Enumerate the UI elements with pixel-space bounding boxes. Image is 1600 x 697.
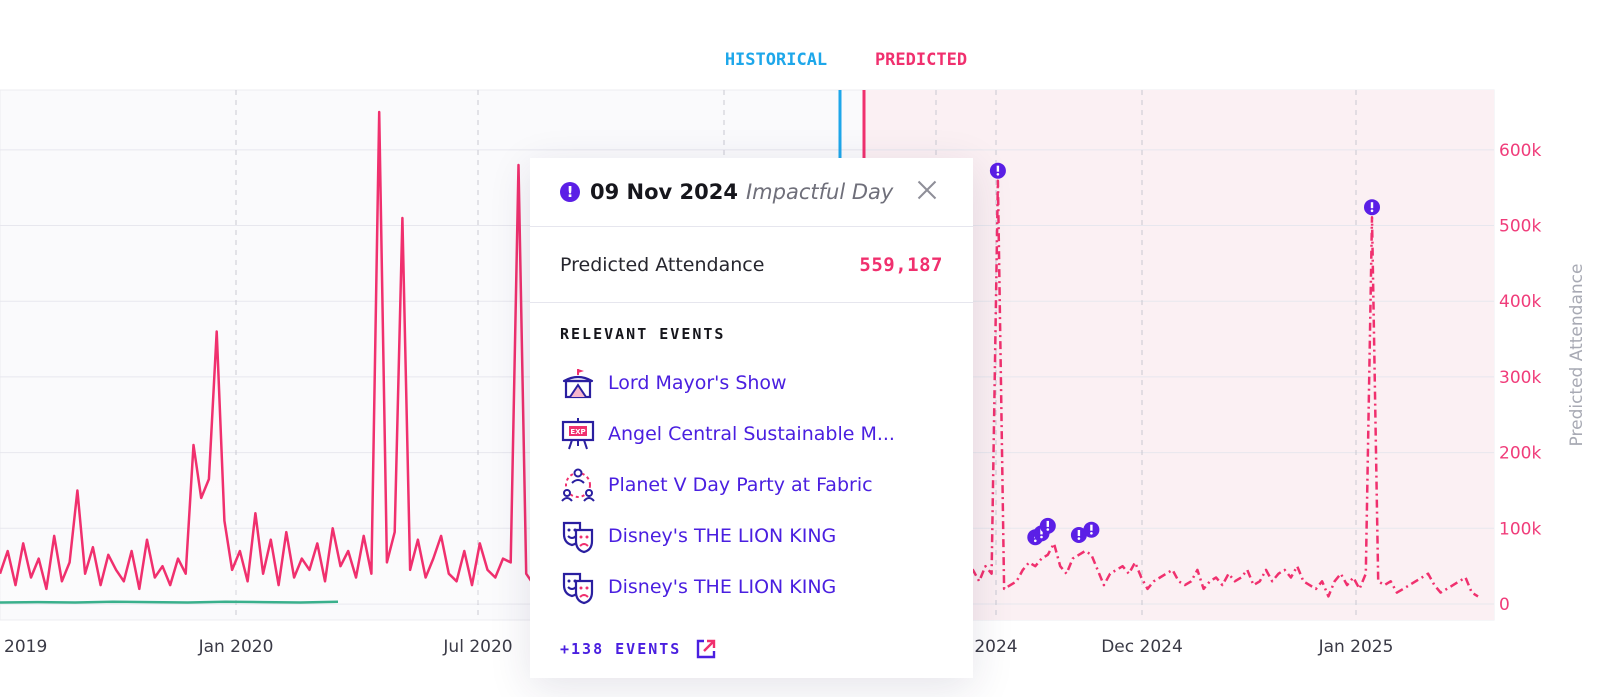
y-tick-label: 600k: [1499, 141, 1541, 161]
event-marker-bang: [1040, 528, 1043, 535]
parade-tent-icon: [562, 368, 594, 398]
y-tick-label: 400k: [1499, 292, 1541, 312]
events-heading: RELEVANT EVENTS: [560, 325, 726, 343]
event-marker-bang-dot: [1046, 528, 1050, 531]
tooltip-metric: Predicted Attendance 559,187: [530, 227, 973, 303]
event-marker[interactable]: [1070, 527, 1087, 543]
theatre-masks-icon: [562, 521, 594, 553]
legend-predicted: PREDICTED: [875, 50, 967, 70]
exhibition-board-icon: EXP: [561, 417, 595, 449]
event-name[interactable]: Lord Mayor's Show: [608, 371, 787, 394]
relevant-events-section: RELEVANT EVENTS Lord Mayor's Show EXP An…: [530, 303, 973, 660]
y-tick-label: 300k: [1499, 368, 1541, 388]
svg-text:EXP: EXP: [570, 428, 585, 436]
alert-icon: !: [560, 182, 580, 202]
event-marker-bang-dot: [996, 173, 1000, 176]
event-marker[interactable]: [1039, 517, 1056, 534]
x-tick-label: 2019: [4, 637, 47, 657]
event-marker-bang-dot: [1040, 535, 1043, 539]
legend-historical: HISTORICAL: [725, 50, 827, 70]
y-tick-label: 100k: [1499, 519, 1541, 539]
event-name[interactable]: Angel Central Sustainable M...: [608, 422, 895, 445]
event-marker-bang: [1077, 530, 1081, 536]
event-marker-bang: [1090, 524, 1093, 531]
event-marker-bang-dot: [1090, 532, 1093, 535]
event-item[interactable]: Planet V Day Party at Fabric: [560, 459, 943, 510]
metric-label: Predicted Attendance: [560, 253, 765, 276]
series-baseline: [0, 600, 339, 604]
more-events-link[interactable]: +138 EVENTS: [560, 638, 943, 660]
series-predicted: [946, 179, 1479, 598]
event-marker-bang: [996, 165, 1000, 172]
event-name[interactable]: Planet V Day Party at Fabric: [608, 473, 873, 496]
event-name[interactable]: Disney's THE LION KING: [608, 524, 837, 547]
event-marker-bang-dot: [1370, 209, 1374, 213]
x-tick-label: Dec 2024: [1101, 637, 1183, 657]
external-link-icon[interactable]: [695, 638, 717, 660]
event-item[interactable]: Lord Mayor's Show: [560, 357, 943, 408]
y-axis-ticks: 0 100k 200k 300k 400k 500k 600k: [1499, 141, 1541, 615]
event-marker[interactable]: [1364, 199, 1380, 216]
event-item[interactable]: EXP Angel Central Sustainable M...: [560, 408, 943, 459]
event-item[interactable]: Disney's THE LION KING: [560, 561, 943, 612]
x-tick-label: Jan 2025: [1318, 637, 1394, 657]
tooltip-date: 09 Nov 2024: [590, 180, 738, 204]
x-axis-ticks: 2019 Jan 2020 Jul 2020 2024 Dec 2024 Jan 2025: [4, 637, 1393, 657]
event-name[interactable]: Disney's THE LION KING: [608, 575, 837, 598]
event-item[interactable]: Disney's THE LION KING: [560, 510, 943, 561]
day-tooltip: ! 09 Nov 2024 Impactful Day Predicted At…: [530, 158, 973, 678]
tooltip-day-type: Impactful Day: [745, 180, 894, 204]
event-marker[interactable]: [1083, 521, 1100, 538]
more-events-label[interactable]: +138 EVENTS: [560, 640, 682, 658]
theatre-masks-icon: [562, 572, 594, 604]
event-marker-bang: [1046, 520, 1049, 527]
x-tick-label: 2024: [974, 637, 1017, 657]
tooltip-header: ! 09 Nov 2024 Impactful Day: [530, 158, 973, 227]
metric-value: 559,187: [859, 253, 943, 276]
y-tick-label: 200k: [1499, 444, 1541, 464]
event-marker-bang: [1370, 202, 1374, 209]
event-marker-bang-dot: [1034, 539, 1037, 543]
x-tick-label: Jan 2020: [198, 637, 274, 657]
event-marker[interactable]: [989, 162, 1006, 179]
close-icon[interactable]: [915, 178, 939, 202]
y-tick-label: 500k: [1499, 217, 1541, 237]
y-tick-label: 0: [1499, 595, 1510, 615]
event-marker-bang-dot: [1077, 537, 1081, 540]
y-axis-title: Predicted Attendance: [1567, 264, 1587, 447]
community-icon: [561, 468, 595, 502]
x-tick-label: Jul 2020: [442, 637, 512, 657]
